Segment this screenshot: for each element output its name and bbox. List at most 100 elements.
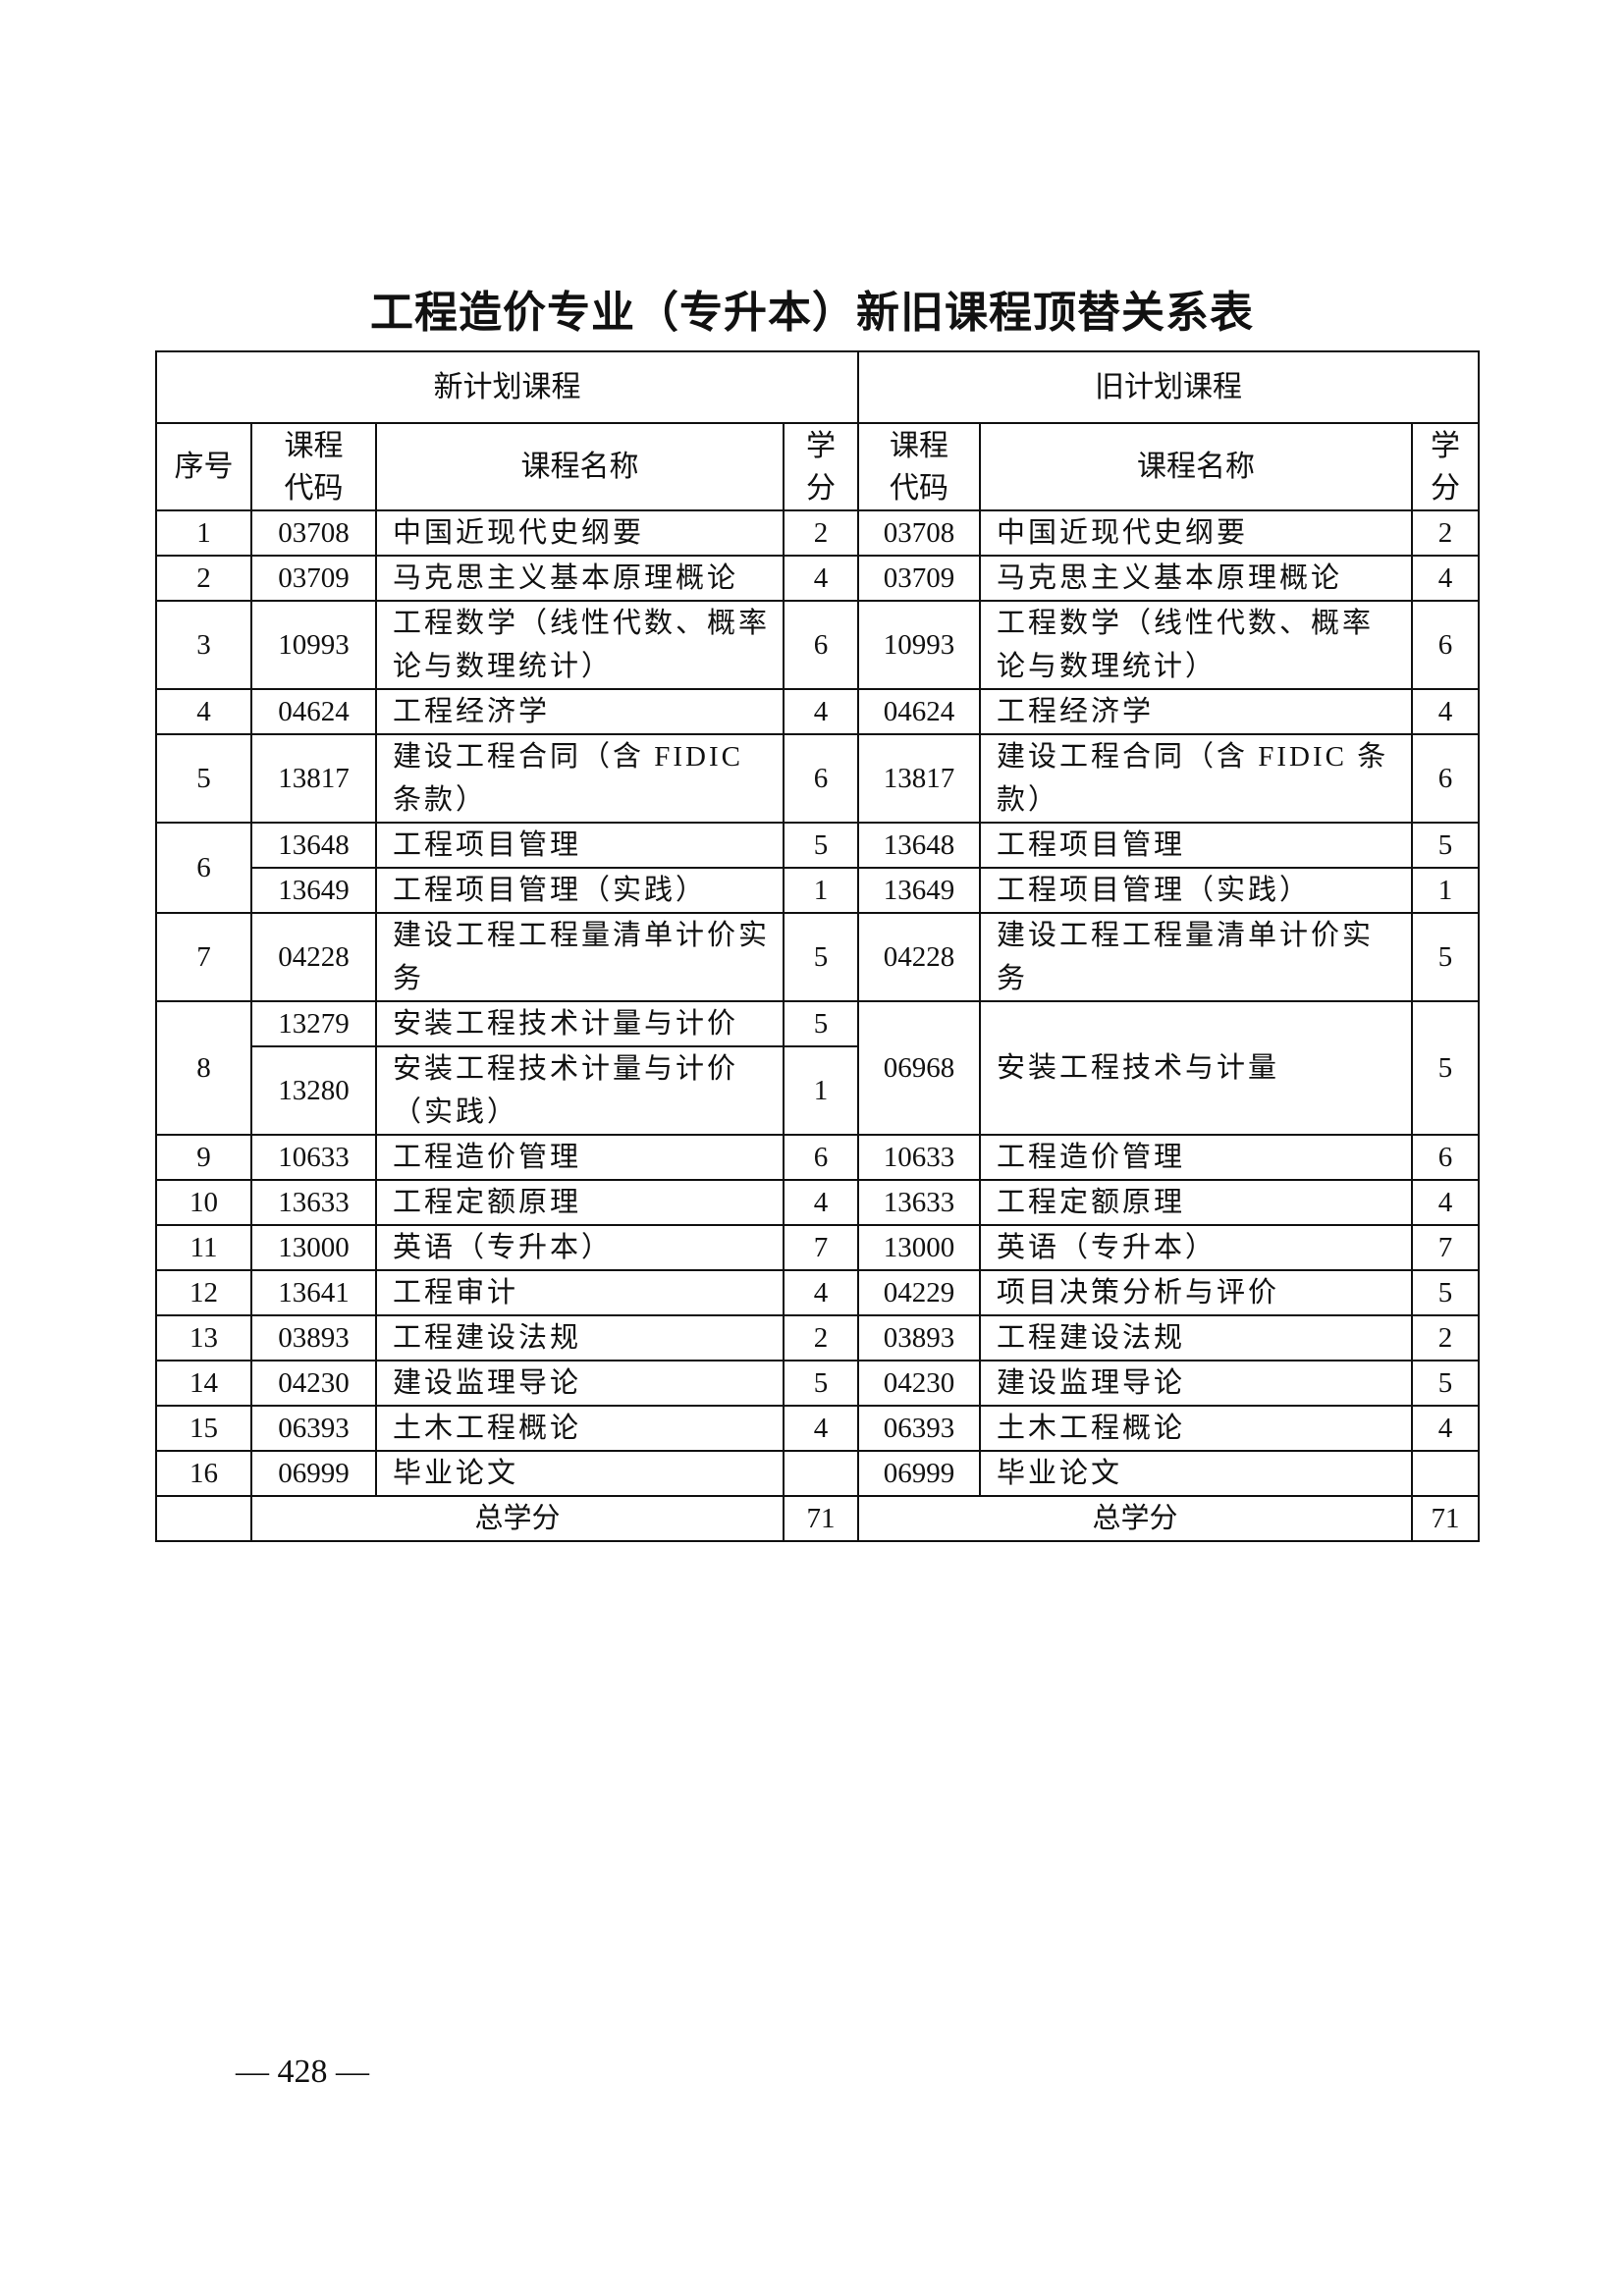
new-course-credit: 5 [783,1000,859,1047]
old-course-name: 工程经济学 [979,688,1413,735]
old-course-name: 毕业论文 [979,1450,1413,1497]
old-course-name: 项目决策分析与评价 [979,1269,1413,1316]
new-course-name: 工程造价管理 [375,1134,785,1181]
new-course-credit: 6 [783,1134,859,1181]
new-course-name: 建设工程合同（含 FIDIC 条款） [375,733,785,824]
table-row: 3 10993 工程数学（线性代数、概率论与数理统计） 6 10993 工程数学（线性代数… [155,600,1481,690]
row-seq: 3 [155,600,252,690]
header-seq: 序号 [155,422,252,511]
new-course-credit: 4 [783,688,859,735]
old-course-code: 06999 [857,1450,981,1497]
old-course-code: 03709 [857,555,981,602]
old-course-code: 04229 [857,1269,981,1316]
old-course-code: 04228 [857,912,981,1002]
old-course-name: 工程项目管理 [979,822,1413,869]
row-seq: 13 [155,1314,252,1362]
row-seq: 8 [155,1000,252,1136]
new-course-name: 安装工程技术计量与计价 [375,1000,785,1047]
table-row: 16 06999 毕业论文 06999 毕业论文 [155,1450,1481,1497]
new-course-name: 工程经济学 [375,688,785,735]
new-course-name: 英语（专升本） [375,1224,785,1271]
table-row: 10 13633 工程定额原理 4 13633 工程定额原理 4 [155,1179,1481,1226]
old-course-name: 马克思主义基本原理概论 [979,555,1413,602]
old-course-code: 03893 [857,1314,981,1362]
old-course-name: 中国近现代史纲要 [979,509,1413,557]
old-course-credit: 4 [1410,555,1481,602]
old-course-code: 06393 [857,1405,981,1452]
old-course-credit: 5 [1410,1000,1481,1136]
new-course-code: 03893 [250,1314,377,1362]
table-row: 5 13817 建设工程合同（含 FIDIC 条款） 6 13817 建设工程合同（含 F… [155,733,1481,824]
new-course-code: 06999 [250,1450,377,1497]
old-course-credit: 6 [1410,1134,1481,1181]
table-row: 4 04624 工程经济学 4 04624 工程经济学 4 [155,688,1481,735]
new-course-name: 工程数学（线性代数、概率论与数理统计） [375,600,785,690]
new-course-name: 土木工程概论 [375,1405,785,1452]
new-course-name: 工程定额原理 [375,1179,785,1226]
header-new-code: 课程代码 [250,422,377,511]
header-new-credit-text: 学分 [806,429,836,505]
table-row: 1 03708 中国近现代史纲要 2 03708 中国近现代史纲要 2 [155,509,1481,557]
header-old-code: 课程代码 [857,422,981,511]
new-course-credit: 5 [783,912,859,1002]
header-old-plan: 旧计划课程 [856,350,1481,424]
header-new-plan: 新计划课程 [155,350,859,424]
new-course-credit [783,1450,859,1497]
old-course-credit: 5 [1410,822,1481,869]
total-empty-cell [155,1495,252,1542]
table-row: 9 10633 工程造价管理 6 10633 工程造价管理 6 [155,1134,1481,1181]
new-course-code: 04228 [250,912,377,1002]
old-course-name: 土木工程概论 [979,1405,1413,1452]
old-course-name: 建设工程合同（含 FIDIC 条款） [979,733,1413,824]
new-course-credit: 2 [783,1314,859,1362]
old-course-name: 工程定额原理 [979,1179,1413,1226]
row-seq: 1 [155,509,252,557]
new-course-code: 06393 [250,1405,377,1452]
new-course-name: 马克思主义基本原理概论 [375,555,785,602]
new-course-credit: 1 [783,867,859,914]
new-course-name: 建设监理导论 [375,1360,785,1407]
row-seq: 11 [155,1224,252,1271]
old-course-name: 工程项目管理（实践） [979,867,1413,914]
new-course-code: 10993 [250,600,377,690]
new-course-credit: 5 [783,822,859,869]
header-new-code-text: 课程代码 [284,429,344,505]
old-course-name: 英语（专升本） [979,1224,1413,1271]
new-course-credit: 4 [783,1269,859,1316]
old-course-code: 13817 [857,733,981,824]
new-course-credit: 7 [783,1224,859,1271]
new-course-name: 工程建设法规 [375,1314,785,1362]
old-course-credit: 5 [1410,1360,1481,1407]
old-course-credit: 6 [1410,733,1481,824]
old-course-name: 工程造价管理 [979,1134,1413,1181]
table-row: 13 03893 工程建设法规 2 03893 工程建设法规 2 [155,1314,1481,1362]
new-course-code: 13633 [250,1179,377,1226]
new-course-code: 13817 [250,733,377,824]
new-course-credit: 6 [783,733,859,824]
old-course-code: 13649 [857,867,981,914]
new-course-code: 13279 [250,1000,377,1047]
header-old-code-text: 课程代码 [890,429,948,505]
old-course-credit: 6 [1410,600,1481,690]
total-label-new: 总学分 [250,1495,785,1542]
new-course-code: 13280 [250,1045,377,1136]
table-row: 14 04230 建设监理导论 5 04230 建设监理导论 5 [155,1360,1481,1407]
old-course-name: 安装工程技术与计量 [979,1000,1413,1136]
page-number: — 428 — [236,2054,369,2090]
header-old-credit-text: 学分 [1431,429,1461,505]
old-course-credit: 5 [1410,1269,1481,1316]
table-row: 2 03709 马克思主义基本原理概论 4 03709 马克思主义基本原理概论 4 [155,555,1481,602]
header-new-name: 课程名称 [375,422,785,511]
new-course-credit: 6 [783,600,859,690]
row-seq: 6 [155,822,252,914]
new-course-credit: 4 [783,555,859,602]
old-course-credit: 4 [1410,1179,1481,1226]
row-seq: 15 [155,1405,252,1452]
new-course-code: 13000 [250,1224,377,1271]
table-row: 13649 工程项目管理（实践） 1 13649 工程项目管理（实践） 1 [156,867,1481,914]
header-row-columns: 序号 课程代码 课程名称 学分 课程代码 课程名称 学分 [155,422,1481,511]
old-course-name: 建设工程工程量清单计价实务 [979,912,1413,1002]
total-row: 总学分 71 总学分 71 [155,1495,1481,1542]
new-course-credit: 5 [783,1360,859,1407]
old-course-code: 04230 [857,1360,981,1407]
